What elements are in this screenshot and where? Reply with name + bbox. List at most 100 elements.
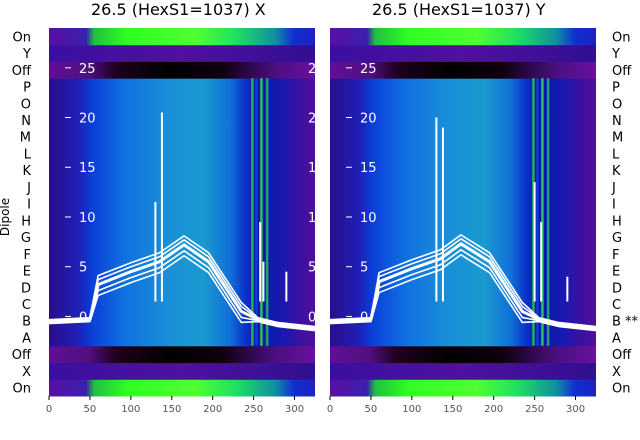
overlay-tick-label: 15	[360, 161, 377, 176]
x-tick-label: 200	[484, 404, 503, 415]
category-label: P	[612, 81, 620, 96]
category-label: A	[612, 331, 621, 346]
overlay-trace	[329, 242, 597, 330]
heatmap-band	[255, 78, 258, 346]
heatmap-band	[536, 78, 539, 346]
panel-y	[329, 28, 597, 400]
x-tick-label: 300	[566, 404, 585, 415]
overlay-tick-label: 0	[360, 310, 368, 325]
heatmap-row	[330, 44, 596, 62]
category-label: Off	[612, 64, 632, 79]
heatmap-row	[330, 94, 596, 113]
heatmap-row	[49, 78, 315, 96]
category-label: N	[21, 114, 31, 129]
category-label: N	[612, 114, 622, 129]
overlay-trace	[48, 243, 316, 330]
x-tick-label: 250	[525, 404, 544, 415]
overlay-trace	[48, 254, 316, 332]
x-tick-label: 200	[203, 404, 222, 415]
overlay-tick-label: 0	[79, 310, 87, 325]
category-label: On	[612, 30, 630, 45]
heatmap-row	[49, 178, 315, 196]
heatmap-row	[49, 94, 315, 113]
category-label: On	[13, 382, 31, 397]
category-label: B **	[612, 315, 639, 330]
category-label: I	[27, 198, 31, 213]
heatmap-row	[330, 329, 596, 347]
heatmap-row	[330, 245, 596, 263]
category-label: L	[612, 147, 620, 162]
heatmap-band	[260, 78, 263, 346]
heatmap-row	[330, 212, 596, 230]
category-label: O	[612, 97, 622, 112]
category-label: C	[612, 298, 621, 313]
panel-x	[48, 28, 316, 400]
heatmap-row	[330, 345, 596, 364]
heatmap-row	[49, 262, 315, 280]
category-label: B	[22, 315, 31, 330]
heatmap-row	[49, 329, 315, 347]
heatmap-band	[532, 78, 535, 346]
heatmap-row	[330, 61, 596, 79]
heatmap-row	[330, 161, 596, 180]
category-label: Off	[612, 348, 632, 363]
category-label: Off	[12, 348, 32, 363]
overlay-trace	[329, 234, 597, 328]
overlay-tick-label: 20	[79, 112, 96, 127]
overlay-tick-label: 10	[360, 211, 377, 226]
overlay-tick-label: 5	[360, 261, 368, 276]
category-label: C	[22, 298, 31, 313]
heatmap-row	[330, 111, 596, 129]
heatmap-row	[330, 228, 596, 246]
overlay-tick-label-right: 5	[308, 261, 316, 276]
overlay-tick-label: 25	[79, 62, 96, 77]
heatmap-band	[546, 78, 550, 346]
category-label: F	[24, 248, 31, 263]
category-label: On	[612, 382, 630, 397]
category-label: On	[13, 30, 31, 45]
heatmap-row	[330, 379, 596, 397]
heatmap-row	[49, 195, 315, 213]
heatmap-row	[49, 28, 315, 46]
x-tick-label: 150	[443, 404, 462, 415]
heatmap-row	[49, 312, 315, 330]
category-label: H	[612, 214, 622, 229]
overlay-tick-label: 5	[79, 261, 87, 276]
category-label: J	[611, 181, 616, 196]
category-label: K	[22, 164, 31, 179]
heatmap-row	[330, 28, 596, 46]
heatmap-row	[330, 128, 596, 146]
heatmap-row	[49, 44, 315, 62]
heatmap-row	[330, 312, 596, 330]
category-label: D	[21, 281, 31, 296]
heatmap-band	[251, 78, 254, 346]
heatmap-band	[265, 78, 269, 346]
category-label: G	[612, 231, 622, 246]
category-label: H	[21, 214, 31, 229]
category-label: F	[612, 248, 619, 263]
x-tick-label: 250	[244, 404, 263, 415]
overlay-tick-label: 10	[79, 211, 96, 226]
category-label: D	[612, 281, 622, 296]
heatmap-row	[49, 245, 315, 263]
heatmap-row	[330, 78, 596, 96]
heatmap-row	[330, 295, 596, 313]
x-tick-label: 100	[402, 404, 421, 415]
heatmap-row	[49, 212, 315, 230]
category-label: L	[24, 147, 32, 162]
overlay-trace	[329, 248, 597, 331]
heatmap-row	[49, 379, 315, 397]
category-label: Y	[611, 47, 620, 62]
category-label: E	[612, 265, 620, 280]
heatmap-row	[49, 278, 315, 297]
overlay-trace	[329, 253, 597, 332]
heatmap-row	[49, 295, 315, 313]
x-tick-label: 0	[327, 404, 333, 415]
category-label: X	[22, 365, 31, 380]
heatmap-row	[49, 145, 315, 163]
x-tick-label: 50	[365, 404, 378, 415]
category-label: G	[21, 231, 31, 246]
heatmap-band	[541, 78, 544, 346]
category-label: E	[23, 265, 31, 280]
category-label: X	[612, 365, 621, 380]
